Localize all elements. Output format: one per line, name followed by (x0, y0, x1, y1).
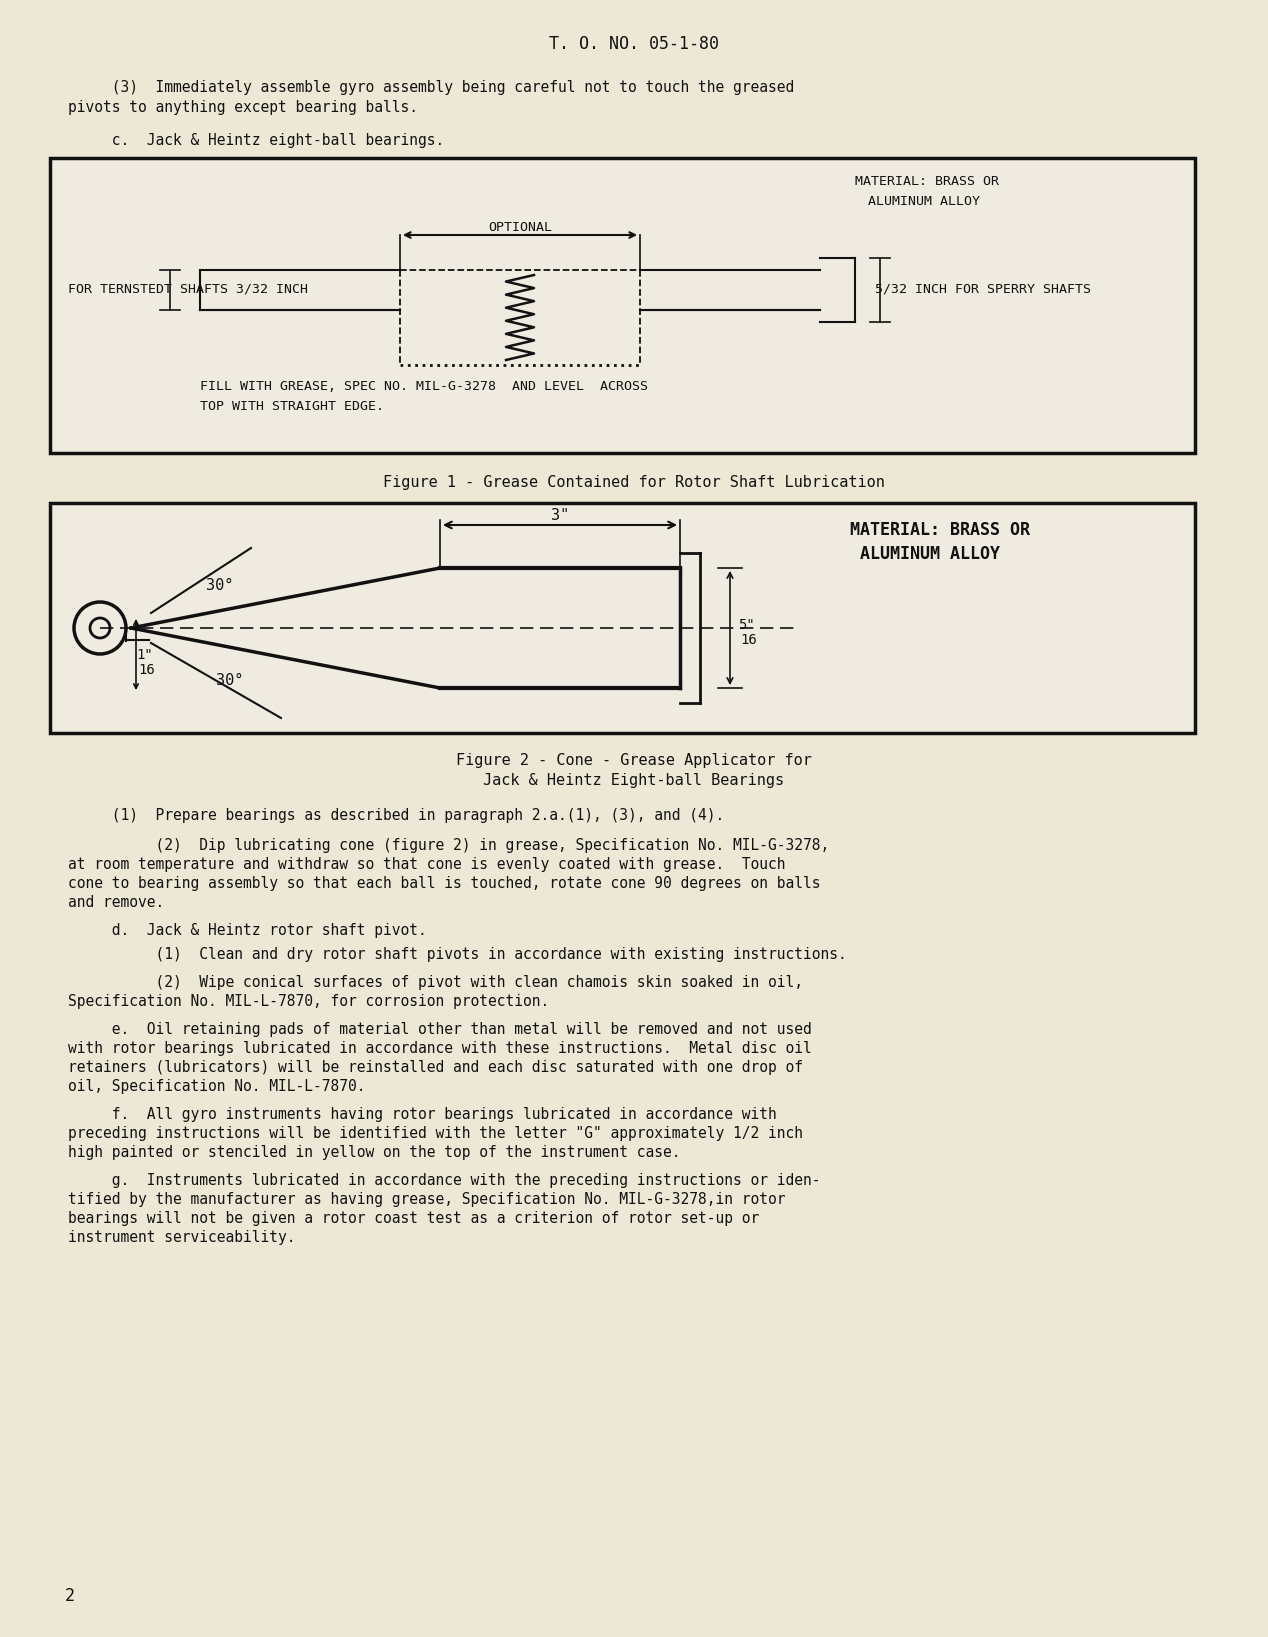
Text: Figure 1 - Grease Contained for Rotor Shaft Lubrication: Figure 1 - Grease Contained for Rotor Sh… (383, 475, 885, 489)
Text: tified by the manufacturer as having grease, Specification No. MIL-G-3278,in rot: tified by the manufacturer as having gre… (68, 1192, 785, 1206)
Text: 30°: 30° (216, 673, 243, 688)
Text: T. O. NO. 05-1-80: T. O. NO. 05-1-80 (549, 34, 719, 52)
Bar (49, 503, 1194, 733)
Text: FILL WITH GREASE, SPEC NO. MIL-G-3278  AND LEVEL  ACROSS: FILL WITH GREASE, SPEC NO. MIL-G-3278 AN… (200, 380, 648, 393)
Text: bearings will not be given a rotor coast test as a criterion of rotor set-up or: bearings will not be given a rotor coast… (68, 1211, 760, 1226)
Text: pivots to anything except bearing balls.: pivots to anything except bearing balls. (68, 100, 418, 115)
Text: retainers (lubricators) will be reinstalled and each disc saturated with one dro: retainers (lubricators) will be reinstal… (68, 1061, 803, 1076)
Text: Figure 2 - Cone - Grease Applicator for: Figure 2 - Cone - Grease Applicator for (456, 753, 812, 768)
Text: FOR TERNSTEDT SHAFTS 3/32 INCH: FOR TERNSTEDT SHAFTS 3/32 INCH (68, 282, 308, 295)
Text: at room temperature and withdraw so that cone is evenly coated with grease.  Tou: at room temperature and withdraw so that… (68, 858, 785, 873)
Text: g.  Instruments lubricated in accordance with the preceding instructions or iden: g. Instruments lubricated in accordance … (68, 1174, 820, 1188)
Bar (49, 159, 1194, 453)
Text: 1": 1" (136, 648, 152, 661)
Text: (1)  Prepare bearings as described in paragraph 2.a.(1), (3), and (4).: (1) Prepare bearings as described in par… (68, 809, 724, 823)
Text: OPTIONAL: OPTIONAL (488, 221, 552, 234)
Text: 30°: 30° (205, 578, 233, 593)
Text: (3)  Immediately assemble gyro assembly being careful not to touch the greased: (3) Immediately assemble gyro assembly b… (68, 80, 794, 95)
Text: 5": 5" (738, 619, 754, 632)
Text: f.  All gyro instruments having rotor bearings lubricated in accordance with: f. All gyro instruments having rotor bea… (68, 1107, 777, 1121)
Text: Specification No. MIL-L-7870, for corrosion protection.: Specification No. MIL-L-7870, for corros… (68, 994, 549, 1008)
Text: 3": 3" (550, 507, 569, 522)
Text: with rotor bearings lubricated in accordance with these instructions.  Metal dis: with rotor bearings lubricated in accord… (68, 1041, 812, 1056)
Text: MATERIAL: BRASS OR: MATERIAL: BRASS OR (850, 521, 1030, 539)
Text: TOP WITH STRAIGHT EDGE.: TOP WITH STRAIGHT EDGE. (200, 399, 384, 413)
Text: high painted or stenciled in yellow on the top of the instrument case.: high painted or stenciled in yellow on t… (68, 1144, 681, 1161)
Text: d.  Jack & Heintz rotor shaft pivot.: d. Jack & Heintz rotor shaft pivot. (68, 923, 427, 938)
Text: ALUMINUM ALLOY: ALUMINUM ALLOY (869, 195, 980, 208)
Text: (2)  Dip lubricating cone (figure 2) in grease, Specification No. MIL-G-3278,: (2) Dip lubricating cone (figure 2) in g… (68, 838, 829, 853)
Text: (2)  Wipe conical surfaces of pivot with clean chamois skin soaked in oil,: (2) Wipe conical surfaces of pivot with … (68, 976, 803, 990)
Text: 16: 16 (138, 663, 155, 678)
Text: and remove.: and remove. (68, 895, 165, 910)
Text: 2: 2 (65, 1586, 75, 1604)
Text: preceding instructions will be identified with the letter "G" approximately 1/2 : preceding instructions will be identifie… (68, 1126, 803, 1141)
Text: cone to bearing assembly so that each ball is touched, rotate cone 90 degrees on: cone to bearing assembly so that each ba… (68, 876, 820, 891)
Text: e.  Oil retaining pads of material other than metal will be removed and not used: e. Oil retaining pads of material other … (68, 1021, 812, 1036)
Text: 16: 16 (741, 634, 757, 647)
Text: c.  Jack & Heintz eight-ball bearings.: c. Jack & Heintz eight-ball bearings. (68, 133, 444, 147)
Text: MATERIAL: BRASS OR: MATERIAL: BRASS OR (855, 175, 999, 188)
Text: ALUMINUM ALLOY: ALUMINUM ALLOY (860, 545, 1000, 563)
Text: (1)  Clean and dry rotor shaft pivots in accordance with existing instructions.: (1) Clean and dry rotor shaft pivots in … (68, 946, 847, 963)
Text: oil, Specification No. MIL-L-7870.: oil, Specification No. MIL-L-7870. (68, 1079, 365, 1094)
Text: Jack & Heintz Eight-ball Bearings: Jack & Heintz Eight-ball Bearings (483, 773, 785, 787)
Text: instrument serviceability.: instrument serviceability. (68, 1229, 295, 1246)
Text: 5/32 INCH FOR SPERRY SHAFTS: 5/32 INCH FOR SPERRY SHAFTS (875, 282, 1090, 295)
